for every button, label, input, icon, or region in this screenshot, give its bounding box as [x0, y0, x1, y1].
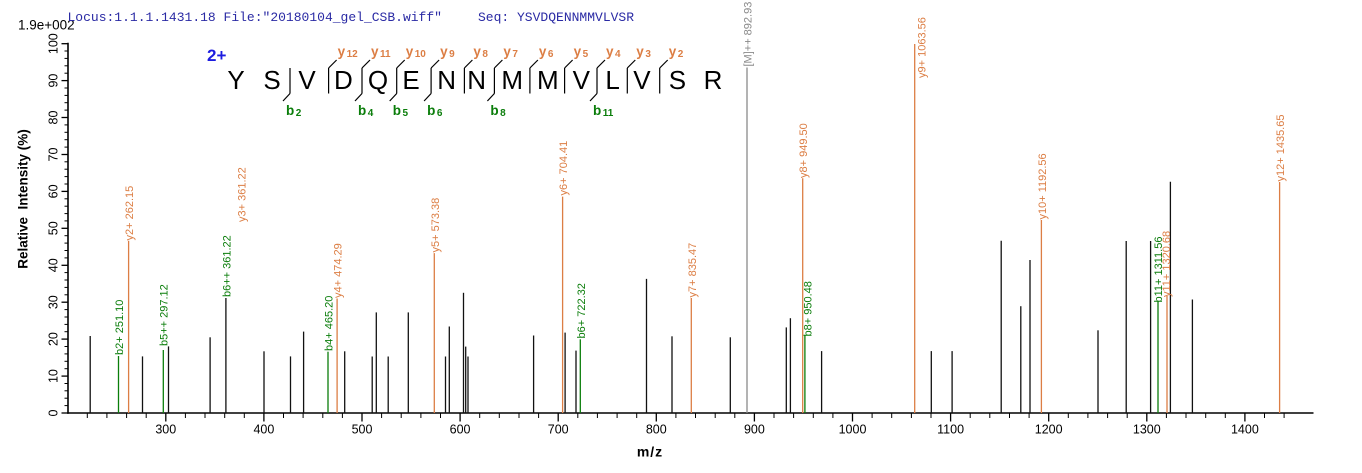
svg-text:b6++ 361.22: b6++ 361.22: [221, 235, 233, 297]
svg-text:S: S: [669, 65, 686, 95]
svg-text:20: 20: [47, 332, 61, 346]
svg-text:0: 0: [47, 409, 61, 416]
svg-text:Relative Intensity (%): Relative Intensity (%): [16, 129, 31, 269]
svg-text:y3+ 361.22: y3+ 361.22: [237, 167, 249, 222]
svg-text:90: 90: [47, 74, 61, 88]
svg-text:y2+ 262.15: y2+ 262.15: [124, 186, 136, 241]
svg-text:y8+ 949.50: y8+ 949.50: [798, 123, 810, 178]
svg-text:[M]++ 892.93: [M]++ 892.93: [743, 2, 755, 67]
svg-text:2+: 2+: [207, 46, 226, 65]
svg-text:y12+ 1435.65: y12+ 1435.65: [1275, 115, 1287, 182]
svg-text:10: 10: [47, 369, 61, 383]
svg-text:300: 300: [155, 423, 176, 437]
svg-text:b4+ 465.20: b4+ 465.20: [324, 296, 336, 351]
svg-text:1.9e+002: 1.9e+002: [18, 18, 75, 33]
svg-text:y10+ 1192.56: y10+ 1192.56: [1037, 153, 1049, 219]
svg-text:40: 40: [47, 258, 61, 272]
svg-text:1300: 1300: [1133, 423, 1161, 437]
svg-text:y7+ 835.47: y7+ 835.47: [687, 243, 699, 298]
svg-text:30: 30: [47, 295, 61, 309]
svg-text:Locus:1.1.1.1431.18 File:"2018: Locus:1.1.1.1431.18 File:"20180104_gel_C…: [68, 10, 442, 25]
svg-text:y6+ 704.41: y6+ 704.41: [558, 141, 570, 196]
svg-text:b8+ 950.48: b8+ 950.48: [802, 281, 814, 336]
svg-text:y4+ 474.29: y4+ 474.29: [333, 243, 345, 298]
svg-text:1100: 1100: [937, 423, 964, 437]
svg-text:600: 600: [450, 423, 471, 437]
svg-text:b6+ 722.32: b6+ 722.32: [576, 283, 588, 338]
svg-text:m/z: m/z: [637, 444, 663, 460]
svg-text:b2+ 251.10: b2+ 251.10: [114, 300, 126, 355]
svg-text:1200: 1200: [1035, 423, 1063, 437]
svg-text:S: S: [263, 65, 280, 95]
svg-text:b11+ 1311.56: b11+ 1311.56: [1153, 237, 1165, 303]
svg-text:700: 700: [548, 423, 569, 437]
svg-text:M: M: [537, 65, 559, 95]
svg-text:500: 500: [352, 423, 373, 437]
svg-text:y9+ 1063.56: y9+ 1063.56: [917, 17, 929, 78]
svg-text:R: R: [704, 65, 723, 95]
svg-text:80: 80: [47, 111, 61, 125]
svg-text:y5+ 573.38: y5+ 573.38: [430, 198, 442, 253]
svg-text:b5++ 297.12: b5++ 297.12: [159, 284, 171, 346]
svg-text:60: 60: [47, 184, 61, 198]
svg-text:Q: Q: [368, 65, 388, 95]
svg-text:50: 50: [47, 221, 61, 235]
svg-text:N: N: [437, 65, 456, 95]
svg-text:y11+ 1320.68: y11+ 1320.68: [1161, 231, 1173, 297]
svg-text:900: 900: [744, 423, 765, 437]
svg-text:100: 100: [47, 33, 61, 54]
svg-text:V: V: [633, 65, 651, 95]
svg-text:400: 400: [253, 423, 274, 437]
svg-text:D: D: [334, 65, 353, 95]
svg-text:Y: Y: [227, 65, 244, 95]
svg-text:E: E: [402, 65, 419, 95]
svg-text:70: 70: [47, 148, 61, 162]
svg-text:800: 800: [646, 423, 667, 437]
svg-text:N: N: [467, 65, 486, 95]
svg-text:V: V: [298, 65, 316, 95]
svg-text:Seq: YSVDQENNMMVLVSR: Seq: YSVDQENNMMVLVSR: [478, 10, 634, 25]
svg-text:1400: 1400: [1231, 423, 1259, 437]
svg-text:M: M: [501, 65, 523, 95]
svg-text:L: L: [605, 65, 619, 95]
svg-text:V: V: [573, 65, 591, 95]
svg-text:1000: 1000: [839, 423, 867, 437]
